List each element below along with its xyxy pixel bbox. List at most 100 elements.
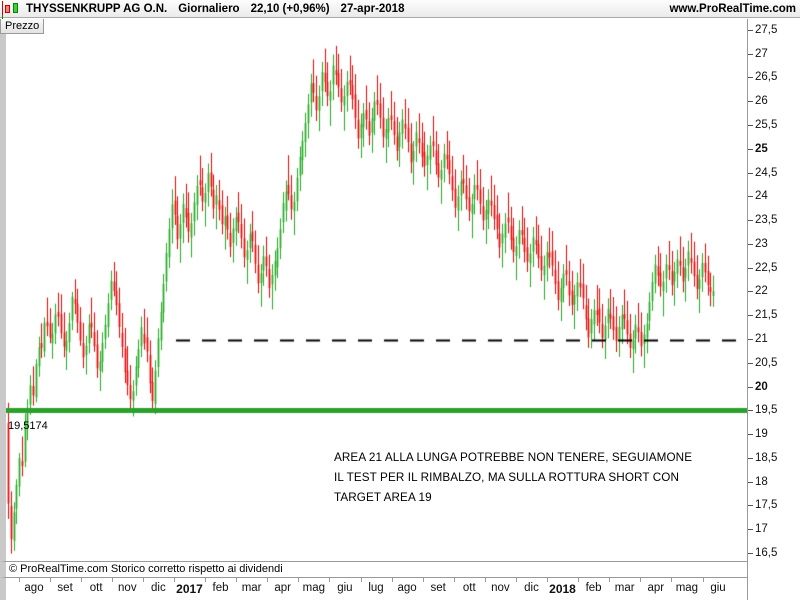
chart-annotation-text: AREA 21 ALLA LUNGA POTREBBE NON TENERE, … [334,448,747,508]
time-tick-mark [267,578,269,582]
copyright-text: © ProRealTime.com Storico corretto rispe… [9,563,283,575]
price-tick-mark [748,457,753,459]
provider-brand: www.ProRealTime.com [669,2,796,15]
time-tick-label: ago [24,582,44,594]
time-tick-label: nov [491,582,510,594]
time-tick-mark [578,578,580,582]
time-tick-label: 2017 [176,582,203,596]
time-tick-mark [298,578,300,582]
time-tick-label: apr [647,582,665,594]
price-tick-mark [748,338,753,340]
time-tick-label: apr [274,582,291,594]
chart-header-bar: THYSSENKRUPP AG O.N. Giornaliero 22,10 (… [0,0,800,30]
time-tick-label: nov [118,582,137,594]
price-tick-label: 25,5 [755,119,778,131]
time-tick-mark [453,578,455,582]
time-tick-label: mar [241,582,262,594]
price-tick-mark [748,77,753,79]
price-tick-mark [748,315,753,317]
price-axis[interactable]: 27,5 27 26,5 26 25,5 25 24,5 24 23,5 23 22,5 22 21,5… [748,19,800,561]
time-tick-mark [111,578,113,582]
time-tick-mark [609,578,611,582]
time-tick-label: mag [302,582,325,594]
time-tick-label: feb [585,582,602,594]
time-tick-label: giu [337,582,353,594]
time-tick-label: lug [368,582,384,594]
time-tick-label: dic [524,582,539,594]
price-tick-mark [748,434,753,435]
price-tick-label: 27 [755,47,768,60]
time-axis[interactable]: ago set ott nov dic 2017 feb mar apr mag giu lug ago… [0,578,748,600]
price-tick-mark [748,53,753,55]
price-tick-label: 20,5 [755,356,778,369]
price-tick-label: 22 [755,285,768,298]
price-tick-mark [748,125,753,126]
timeframe-label: Giornaliero [178,2,240,15]
price-tick-mark [748,362,753,364]
time-tick-label: feb [212,582,229,594]
price-tick-mark [748,410,753,412]
price-tick-label: 24 [755,190,768,203]
price-tick-mark [748,291,753,293]
time-tick-mark [484,578,486,582]
price-tick-label: 16,5 [755,546,778,559]
price-tick-label: 18,5 [755,451,778,464]
price-tick-mark [748,148,753,150]
price-tick-mark [748,101,753,103]
time-tick-mark [142,578,144,582]
time-tick-mark [49,578,51,582]
time-tick-label: giu [710,582,726,594]
price-tick-mark [748,172,753,174]
price-tick-mark [748,196,753,198]
price-tick-mark [748,552,753,554]
time-tick-mark [205,578,206,582]
price-tick-mark [748,386,753,388]
instrument-name: THYSSENKRUPP AG O.N. [26,2,168,15]
price-tick-label: 20 [755,380,768,393]
price-tick-label: 17,5 [755,499,778,512]
time-tick-mark [702,578,704,582]
time-tick-mark [18,578,20,582]
time-tick-mark [173,578,175,582]
time-tick-label: ago [397,582,417,594]
time-tick-mark [360,578,362,582]
annotation-line-1: AREA 21 ALLA LUNGA POTREBBE NON TENERE, … [334,451,693,464]
price-tick-mark [748,29,753,31]
price-tick-label: 25 [755,142,768,155]
price-tick-label: 26 [755,95,768,108]
time-tick-label: dic [151,582,166,594]
annotation-line-2: IL TEST PER IL RIMBALZO, MA SULLA ROTTUR… [334,471,679,484]
time-tick-label: set [57,582,73,594]
quote-date: 27-apr-2018 [340,2,405,15]
time-tick-mark [422,578,424,582]
time-tick-label: ott [462,582,476,594]
price-tick-label: 21,5 [755,309,778,322]
time-tick-mark [547,578,548,582]
price-tick-mark [748,481,753,483]
price-tick-label: 27,5 [755,23,778,36]
price-tick-label: 19,5 [755,404,778,417]
time-tick-label: mag [675,582,699,594]
time-tick-mark [671,578,673,582]
time-tick-mark [391,578,393,582]
price-tick-mark [748,505,753,507]
price-tick-label: 21 [755,332,768,345]
time-tick-mark [640,578,642,582]
price-tick-mark [748,529,753,531]
price-tick-mark [748,267,753,269]
price-tick-label: 18 [755,475,768,488]
price-tick-label: 24,5 [755,166,778,179]
price-tick-label: 26,5 [755,71,778,84]
candlestick-canvas [6,19,747,561]
price-tick-label: 19 [755,428,768,440]
quote-change: 22,10 (+0,96%) [250,2,330,15]
price-tick-label: 23 [755,237,768,250]
candlestick-icon [2,0,22,30]
copyright-strip: © ProRealTime.com Storico corretto rispe… [0,561,748,578]
time-tick-label: mar [614,582,635,594]
support-level-label: 19,5174 [8,420,48,432]
price-panel-tab[interactable]: Prezzo [0,19,45,34]
time-tick-label: ott [89,582,103,594]
price-tick-mark [748,243,753,245]
price-chart-plot[interactable]: 19,5174 AREA 21 ALLA LUNGA POTREBBE NON … [0,19,748,561]
